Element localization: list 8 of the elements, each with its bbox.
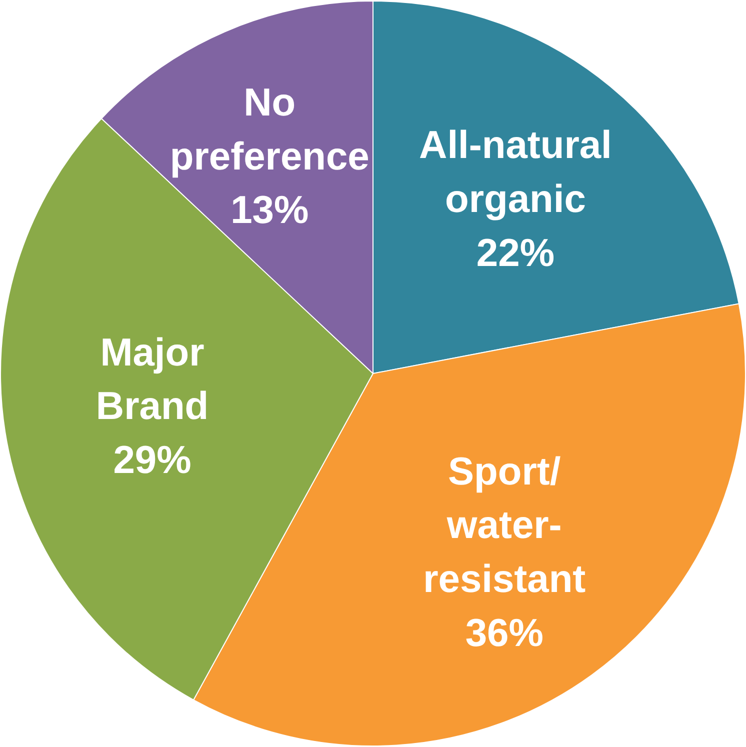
data-label: 36% xyxy=(465,612,544,655)
slice-label: No preference xyxy=(170,82,370,178)
slice-label: All-natural organic xyxy=(419,124,612,222)
data-label: 13% xyxy=(230,189,309,232)
data-label: 22% xyxy=(476,232,554,275)
slice-label: Major Brand xyxy=(96,331,209,428)
data-label: 29% xyxy=(113,439,192,482)
slice-label: Sport/water-resistant xyxy=(423,450,586,601)
